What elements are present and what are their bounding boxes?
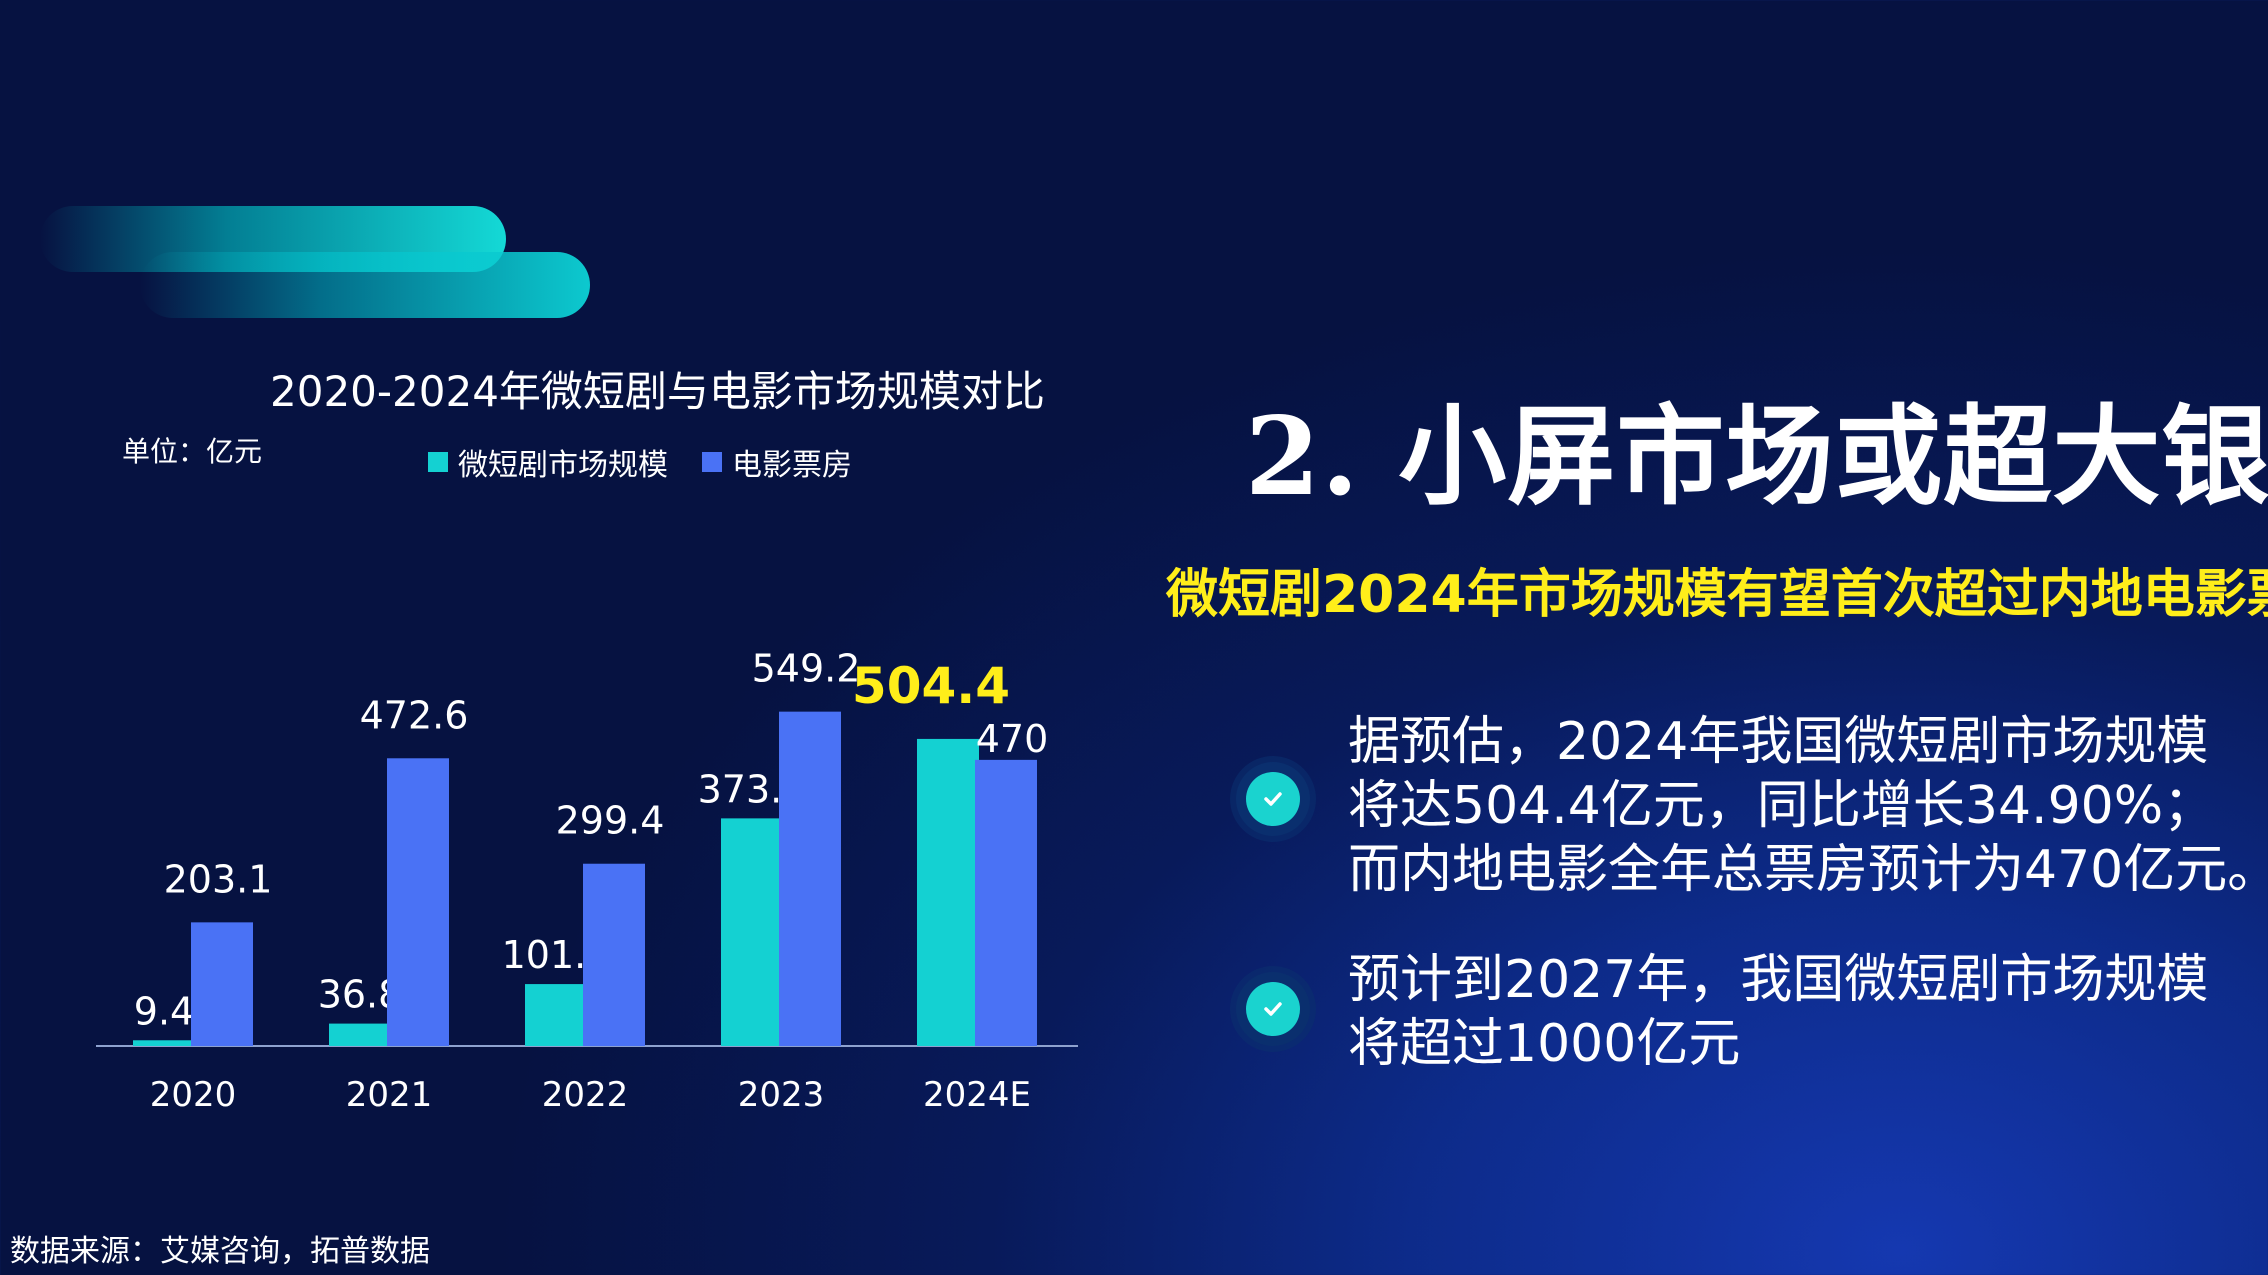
bar-chart: 9.4 36.8101.7373.9504.4203.1472.6299.4549… (96, 647, 1078, 1115)
legend-swatch-short-drama (428, 452, 448, 472)
bar-box-office-2024E (975, 759, 1037, 1046)
chart-title: 2020-2024年微短剧与电影市场规模对比 (270, 367, 1045, 416)
data-label: 299.4 (556, 799, 665, 843)
bullet-line: 据预估，2024年我国微短剧市场规模 (1348, 712, 2209, 772)
bar-short-drama-2024E (917, 738, 979, 1046)
bar-short-drama-2023 (721, 818, 783, 1046)
bar-short-drama-2021 (329, 1023, 391, 1046)
data-label: 203.1 (164, 857, 273, 901)
data-label: 472.6 (360, 693, 469, 737)
data-label: 9.4 (134, 989, 194, 1033)
x-tick-label: 2024E (923, 1075, 1031, 1115)
bullet-text: 预计到2027年，我国微短剧市场规模 将超过1000亿元 (1348, 948, 2208, 1076)
decorative-bar-bottom (140, 252, 590, 318)
legend-label-short-drama: 微短剧市场规模 (458, 448, 668, 483)
legend-item-box-office: 电影票房 (702, 440, 852, 484)
bullet-item-forecast-2024: 据预估，2024年我国微短剧市场规模 将达504.4亿元，同比增长34.90%；… (1236, 710, 2268, 902)
bar-box-office-2023 (779, 711, 841, 1046)
bullet-text: 据预估，2024年我国微短剧市场规模 将达504.4亿元，同比增长34.90%；… (1348, 710, 2268, 902)
bar-short-drama-2022 (525, 984, 587, 1046)
bullet-line: 预计到2027年，我国微短剧市场规模 (1348, 950, 2209, 1010)
data-label: 470 (976, 717, 1049, 761)
legend-swatch-box-office (702, 452, 722, 472)
x-tick-label: 2020 (150, 1075, 237, 1115)
chart-legend: 微短剧市场规模 电影票房 (428, 440, 886, 484)
check-icon (1236, 972, 1310, 1046)
bar-box-office-2021 (387, 758, 449, 1046)
data-label: 504.4 (852, 657, 1010, 715)
x-tick-label: 2022 (542, 1075, 629, 1115)
slide-subtitle: 微短剧2024年市场规模有望首次超过内地电影票房 (1166, 565, 2268, 625)
legend-item-short-drama: 微短剧市场规模 (428, 440, 668, 484)
data-source-note: 数据来源：艾媒咨询，拓普数据 (10, 1234, 430, 1269)
legend-label-box-office: 电影票房 (732, 448, 852, 483)
x-tick-label: 2023 (738, 1075, 825, 1115)
bar-short-drama-2020 (133, 1040, 195, 1046)
x-tick-label: 2021 (346, 1075, 433, 1115)
bar-box-office-2020 (191, 922, 253, 1046)
bullet-line: 将达504.4亿元，同比增长34.90%； (1348, 776, 2216, 836)
bullet-line: 将超过1000亿元 (1348, 1014, 1741, 1074)
bullet-line: 而内地电影全年总票房预计为470亿元。 (1348, 840, 2268, 900)
bar-box-office-2022 (583, 863, 645, 1046)
slide-title: 2. 小屏市场或超大银幕 (1245, 394, 2268, 520)
unit-label: 单位：亿元 (122, 435, 263, 468)
data-label: 549.2 (752, 647, 861, 691)
check-icon (1236, 762, 1310, 836)
bullet-item-forecast-2027: 预计到2027年，我国微短剧市场规模 将超过1000亿元 (1236, 948, 2208, 1076)
